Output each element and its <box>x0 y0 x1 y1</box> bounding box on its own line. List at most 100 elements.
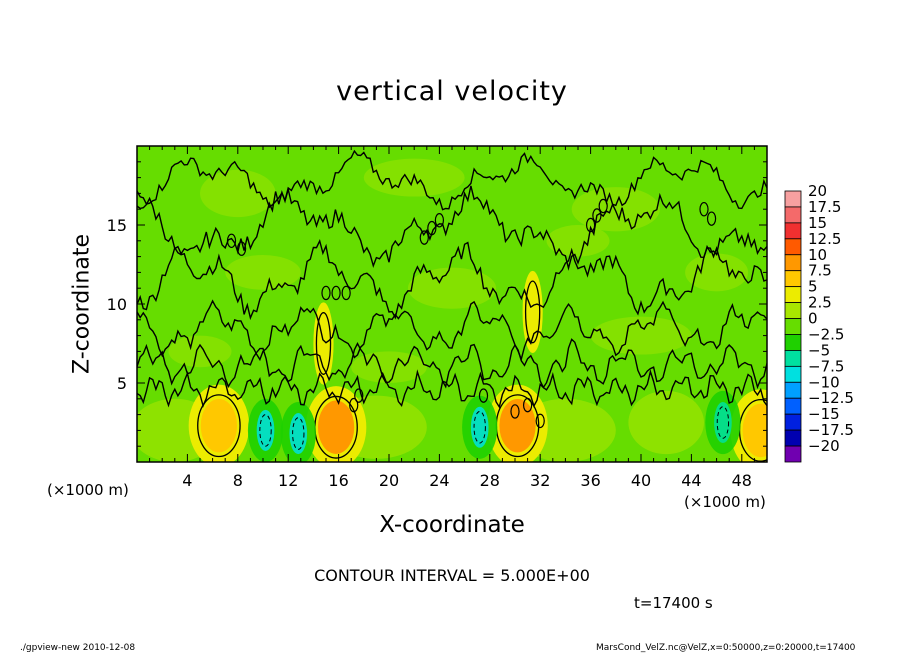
contour-loop-5 <box>419 230 429 245</box>
downdraft-core-2 <box>470 406 489 448</box>
contour-loop-17 <box>349 397 359 413</box>
field-patch <box>225 255 301 290</box>
y-tick-label: 15 <box>107 216 127 235</box>
colorbar-label: −2.5 <box>808 325 844 343</box>
colorbar-box <box>784 238 802 256</box>
colorbar-label: −20 <box>808 437 840 455</box>
colorbar-label: 10 <box>808 246 827 264</box>
updraft-contour-4 <box>315 312 332 375</box>
colorbar-box <box>784 206 802 224</box>
downdraft-contour-2 <box>473 410 486 444</box>
colorbar-label: 2.5 <box>808 294 832 312</box>
contour-line-low <box>137 369 767 409</box>
contour-loop-6 <box>427 220 437 236</box>
contour-loop-13 <box>510 404 520 419</box>
contour-line-mid1 <box>137 338 767 390</box>
low-level-band <box>628 390 704 455</box>
colorbar-box <box>784 270 802 288</box>
colorbar-box <box>784 445 802 463</box>
colorbar-box <box>784 318 802 335</box>
field-patch <box>685 253 749 292</box>
colorbar-box <box>784 302 802 319</box>
colorbar-label: −10 <box>808 373 840 391</box>
x-tick-label: 28 <box>480 471 500 490</box>
colorbar-label: −5 <box>808 341 830 359</box>
colorbar-label: 20 <box>808 182 827 200</box>
downdraft-core-0 <box>256 409 275 451</box>
y-tick-label: 5 <box>117 374 127 393</box>
x-tick-label: 32 <box>530 471 550 490</box>
contour-loop-12 <box>706 211 717 226</box>
contour-interval-text: CONTOUR INTERVAL = 5.000E+00 <box>314 566 590 585</box>
contour-loop-16 <box>478 388 489 403</box>
x-unit-left: (×1000 m) <box>47 481 129 499</box>
colorbar-label: −17.5 <box>808 421 854 439</box>
contour-loop-11 <box>699 201 709 217</box>
colorbar-box <box>784 413 802 431</box>
x-tick-label: 36 <box>580 471 600 490</box>
contour-loop-3 <box>331 285 341 301</box>
contour-loop-10 <box>598 198 608 214</box>
field-patch <box>200 169 276 218</box>
field-patch <box>571 187 660 232</box>
y-tick-label: 10 <box>107 295 127 314</box>
updraft-core-0 <box>200 398 238 453</box>
contour-line-upper2 <box>137 149 767 211</box>
field-patch <box>168 335 232 368</box>
x-tick-label: 8 <box>233 471 243 490</box>
colorbar-box <box>784 381 802 399</box>
footer-right: MarsCond_VelZ.nc@VelZ,x=0:50000,z=0:2000… <box>596 643 856 653</box>
downdraft-core-3 <box>714 401 732 444</box>
colorbar-box <box>784 334 802 351</box>
x-tick-label: 20 <box>379 471 399 490</box>
x-tick-label: 44 <box>681 471 701 490</box>
contour-loop-4 <box>341 285 351 301</box>
contour-loop-18 <box>354 388 364 403</box>
x-tick-label: 40 <box>631 471 651 490</box>
downdraft-contour-0 <box>259 414 272 447</box>
chart-title: vertical velocity <box>336 76 568 107</box>
x-tick-label: 4 <box>182 471 192 490</box>
contour-loop-1 <box>236 241 247 256</box>
footer-left: ./gpview-new 2010-12-08 <box>20 643 136 653</box>
downdraft-contour-3 <box>716 406 730 439</box>
colorbar-box <box>784 190 802 208</box>
updraft-core-2 <box>499 398 536 453</box>
contour-loop-0 <box>226 233 237 249</box>
x-axis-label: X-coordinate <box>379 512 525 538</box>
contour-loop-14 <box>522 397 533 413</box>
colorbar-box <box>784 286 802 303</box>
time-label: t=17400 s <box>634 594 713 612</box>
downdraft-contour-1 <box>292 417 305 450</box>
contour-line-mid3 <box>137 238 767 321</box>
contour-loop-15 <box>535 413 545 429</box>
updraft-core-3 <box>742 403 767 458</box>
updraft-core-1 <box>317 400 355 454</box>
contour-loop-2 <box>321 285 331 301</box>
colorbar-label: −12.5 <box>808 389 854 407</box>
x-tick-label: 48 <box>732 471 752 490</box>
colorbar-box <box>784 222 802 240</box>
downdraft-core-1 <box>289 413 308 455</box>
y-axis-label: Z-coordinate <box>69 234 95 374</box>
field-patch <box>590 316 692 355</box>
contour-loop-8 <box>585 217 596 233</box>
contour-loop-7 <box>434 213 445 228</box>
colorbar-box <box>784 397 802 415</box>
contour-line-mid2 <box>137 299 767 362</box>
x-unit-right: (×1000 m) <box>684 493 766 511</box>
colorbar-label: 7.5 <box>808 262 832 280</box>
colorbar-label: 15 <box>808 214 827 232</box>
updraft-contour-5 <box>524 280 541 344</box>
colorbar-box <box>784 350 802 367</box>
colorbar-label: 17.5 <box>808 198 841 216</box>
colorbar-label: 5 <box>808 278 818 296</box>
colorbar-label: −7.5 <box>808 357 844 375</box>
field-patch <box>407 267 497 309</box>
x-tick-label: 16 <box>328 471 348 490</box>
x-tick-label: 12 <box>278 471 298 490</box>
colorbar-label: −15 <box>808 405 840 423</box>
updraft-contour-0 <box>197 394 241 458</box>
contour-loop-9 <box>592 208 602 223</box>
